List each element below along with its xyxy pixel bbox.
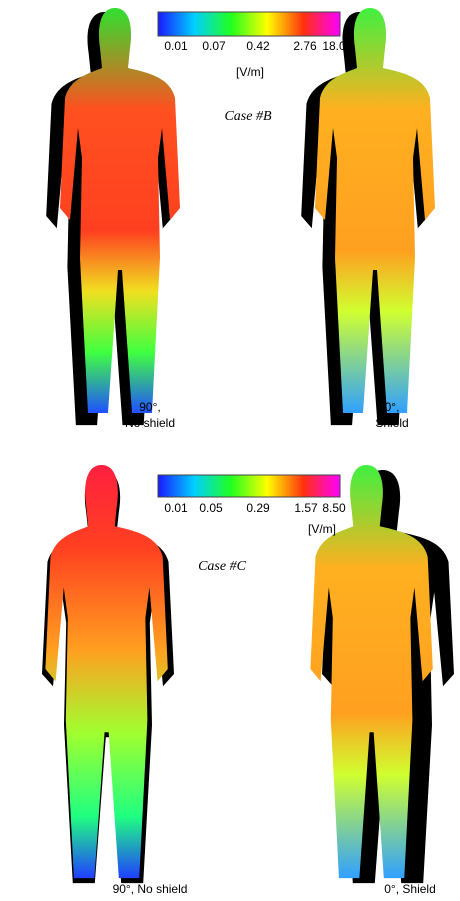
unit: [V/m] [308, 522, 336, 536]
caption: 90°, [139, 400, 160, 414]
caption: 90°, No shield [113, 882, 188, 896]
colorbar-tick: 0.07 [202, 39, 226, 53]
colorbar-tick: 0.01 [164, 39, 188, 53]
caption: 0°, [385, 400, 400, 414]
panel-c: 0.01 0.05 0.29 1.57 8.50 [V/m] Case #C 9… [42, 465, 454, 896]
colorbar-tick: 18.0 [322, 39, 346, 53]
caption: 0°, Shield [384, 882, 436, 896]
panel-b: 0.01 0.07 0.42 2.76 18.0 [V/m] Case #B 9… [46, 8, 435, 430]
colorbar-tick: 2.76 [293, 39, 317, 53]
colorbar [157, 11, 341, 37]
colorbar-tick: 0.42 [246, 39, 270, 53]
colorbar-tick: 0.01 [164, 501, 188, 515]
colorbar-tick: 0.05 [199, 501, 223, 515]
colorbar-tick: 1.57 [294, 501, 318, 515]
colorbar-tick: 0.29 [246, 501, 270, 515]
colorbar-tick: 8.50 [322, 501, 346, 515]
case-label: Case #C [198, 559, 247, 574]
unit: [V/m] [236, 65, 264, 79]
caption: No shield [125, 416, 175, 430]
colorbar [157, 474, 341, 498]
caption: Shield [375, 416, 408, 430]
case-label: Case #B [224, 109, 272, 124]
